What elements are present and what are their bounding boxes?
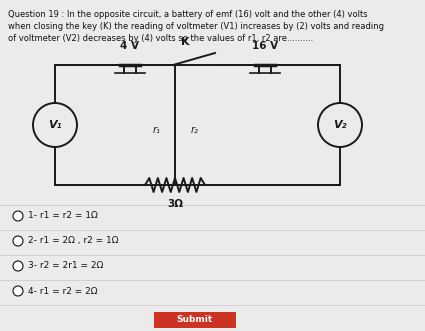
Text: r₁: r₁: [153, 125, 161, 135]
Text: r₂: r₂: [191, 125, 199, 135]
Circle shape: [13, 286, 23, 296]
Text: K: K: [181, 37, 189, 47]
Circle shape: [13, 236, 23, 246]
Circle shape: [33, 103, 77, 147]
Text: 4- r1 = r2 = 2Ω: 4- r1 = r2 = 2Ω: [28, 287, 97, 296]
Text: 4 V: 4 V: [121, 41, 139, 51]
FancyBboxPatch shape: [154, 312, 236, 328]
Text: 3Ω: 3Ω: [167, 199, 183, 209]
Text: V₂: V₂: [333, 120, 347, 130]
Text: when closing the key (K) the reading of voltmeter (V1) increases by (2) volts an: when closing the key (K) the reading of …: [8, 22, 384, 31]
Circle shape: [318, 103, 362, 147]
Circle shape: [13, 261, 23, 271]
Text: Question 19 : In the opposite circuit, a battery of emf (16) volt and the other : Question 19 : In the opposite circuit, a…: [8, 10, 368, 19]
Text: 1- r1 = r2 = 1Ω: 1- r1 = r2 = 1Ω: [28, 212, 98, 220]
Circle shape: [13, 211, 23, 221]
Text: V₁: V₁: [48, 120, 62, 130]
Text: 2- r1 = 2Ω , r2 = 1Ω: 2- r1 = 2Ω , r2 = 1Ω: [28, 237, 119, 246]
Text: of voltmeter (V2) decreases by (4) volts so the values of r1, r2 are..........: of voltmeter (V2) decreases by (4) volts…: [8, 34, 313, 43]
Text: Submit: Submit: [177, 315, 213, 324]
Text: 16 V: 16 V: [252, 41, 278, 51]
Text: 3- r2 = 2r1 = 2Ω: 3- r2 = 2r1 = 2Ω: [28, 261, 103, 270]
